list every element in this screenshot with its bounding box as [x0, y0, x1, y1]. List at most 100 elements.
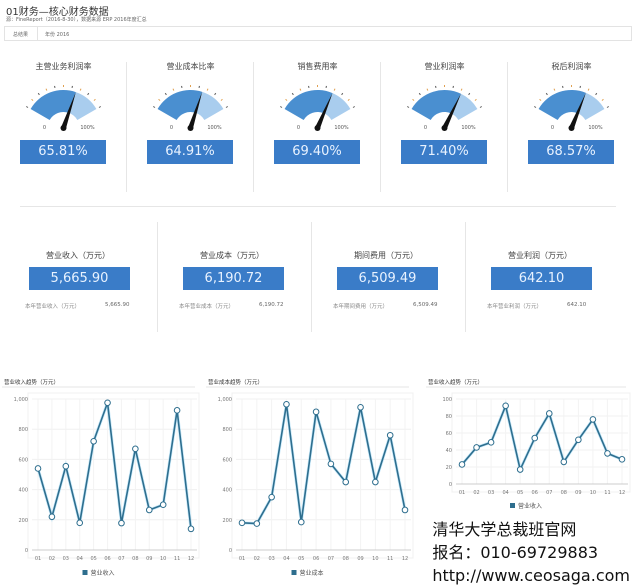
data-point[interactable] — [312, 408, 320, 416]
data-point[interactable] — [132, 445, 139, 453]
trend-chart-3: 营业收入趋势（万元） 0 20 40 60 80 100 01 02 03 04 05 06 07 08 09… — [424, 372, 636, 582]
gauge-2: 营业成本比率 0 100% 64.91% — [127, 52, 254, 197]
legend-label[interactable]: 营业收入 — [91, 569, 115, 577]
y-tick-label: 400 — [18, 488, 28, 494]
data-point[interactable] — [173, 407, 181, 414]
gauge-title: 主营业务利润率 — [35, 62, 92, 71]
legend-label[interactable]: 营业成本 — [300, 569, 324, 577]
data-point[interactable] — [545, 410, 553, 417]
data-point[interactable] — [90, 437, 97, 445]
x-tick-label: 05 — [90, 556, 96, 562]
data-point[interactable] — [62, 462, 70, 470]
gauge-remaining — [577, 92, 605, 120]
kpi-sub-label: 本年营业成本（万元） — [179, 304, 235, 310]
legend-swatch — [510, 503, 515, 508]
chart-title: 营业收入趋势（万元） — [4, 380, 60, 386]
x-tick-label: 06 — [532, 490, 538, 496]
x-tick-label: 11 — [174, 556, 180, 562]
data-point[interactable] — [76, 519, 84, 527]
data-point[interactable] — [34, 465, 42, 472]
gauge-hub — [60, 125, 67, 131]
data-point[interactable] — [327, 460, 335, 468]
data-point[interactable] — [159, 501, 167, 508]
gauge-value: 64.91% — [147, 140, 233, 164]
data-point[interactable] — [516, 466, 524, 473]
gauge-max-label: 100% — [461, 125, 476, 131]
data-point[interactable] — [297, 518, 305, 526]
series-line — [461, 403, 623, 473]
data-point[interactable] — [589, 416, 597, 423]
data-point[interactable] — [238, 519, 246, 527]
data-point[interactable] — [473, 444, 480, 451]
data-point[interactable] — [560, 458, 568, 466]
data-point[interactable] — [342, 478, 350, 486]
x-tick-label: 07 — [546, 490, 552, 496]
gauge-hub — [441, 125, 448, 131]
gauge-tick — [164, 92, 167, 96]
gauge-tick — [158, 98, 161, 101]
data-point[interactable] — [187, 525, 195, 533]
x-tick-label: 05 — [517, 490, 523, 496]
gauge-value: 65.81% — [20, 140, 106, 164]
data-point[interactable] — [104, 399, 111, 407]
data-point[interactable] — [48, 513, 56, 521]
data-point[interactable] — [118, 519, 125, 527]
data-point[interactable] — [531, 434, 539, 442]
gauge-tick — [280, 106, 283, 108]
data-point[interactable] — [145, 506, 153, 514]
data-point[interactable] — [268, 493, 275, 501]
data-point[interactable] — [487, 439, 495, 446]
gauge-tick — [352, 106, 355, 108]
kpi-sub-label: 本年营业收入（万元） — [25, 304, 81, 310]
chart-title: 营业收入趋势（万元） — [428, 380, 484, 386]
x-tick-label: 02 — [254, 556, 260, 562]
gauge-max-label: 100% — [334, 125, 349, 131]
x-tick-label: 08 — [561, 490, 567, 496]
y-tick-label: 600 — [222, 457, 232, 463]
data-point[interactable] — [283, 400, 290, 408]
plot-frame — [231, 392, 414, 559]
data-point[interactable] — [575, 436, 582, 444]
divider — [465, 222, 466, 332]
gauge-tick — [153, 106, 156, 108]
gauge-title: 销售费用率 — [297, 62, 338, 71]
data-point[interactable] — [458, 461, 466, 468]
gauge-tick — [545, 92, 548, 96]
x-tick-label: 09 — [357, 556, 363, 562]
series-glow — [460, 400, 623, 475]
y-tick-label: 0 — [25, 548, 28, 554]
data-point[interactable] — [372, 478, 379, 486]
gauge-tick — [595, 92, 598, 96]
gauge-5: 税后利润率 0 100% 68.57% — [508, 52, 635, 197]
line-chart: 0 200 400 600 800 1,000 01 02 03 04 05 06 07 08 09 10 11… — [2, 386, 200, 577]
gauge-tick — [587, 88, 590, 91]
gauge-min-label: 0 — [170, 125, 173, 131]
gauge-min-label: 0 — [424, 125, 427, 131]
y-tick-label: 1,000 — [14, 397, 28, 403]
gauge-fill — [411, 90, 461, 120]
data-point[interactable] — [401, 506, 409, 514]
y-tick-label: 0 — [449, 482, 452, 488]
plot-frame — [27, 392, 200, 559]
divider — [37, 27, 38, 40]
gauge-needle — [315, 93, 333, 129]
divider — [380, 62, 381, 192]
year-filter[interactable]: 年份 2016 — [45, 32, 70, 38]
data-point[interactable] — [502, 402, 509, 410]
x-tick-label: 05 — [298, 556, 304, 562]
kpi-sub-value: 642.10 — [567, 302, 587, 308]
data-point[interactable] — [357, 404, 364, 411]
data-point[interactable] — [618, 456, 626, 463]
gauge-tick — [98, 106, 101, 108]
gauge-dial: 0 100% — [280, 85, 355, 131]
data-point[interactable] — [253, 520, 261, 527]
divider — [157, 222, 158, 332]
x-tick-label: 03 — [63, 556, 69, 562]
divider — [20, 206, 616, 207]
legend-label[interactable]: 营业收入 — [518, 502, 542, 510]
x-tick-label: 12 — [188, 556, 194, 562]
data-point[interactable] — [386, 431, 394, 439]
gauge-tick — [31, 98, 34, 101]
data-point[interactable] — [604, 450, 611, 457]
gauge-tick — [468, 92, 471, 96]
